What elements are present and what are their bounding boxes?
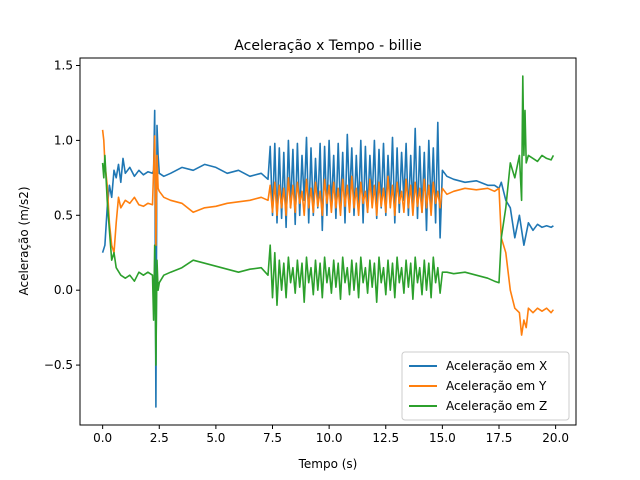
legend-label: Aceleração em Z: [446, 399, 547, 413]
x-axis-label: Tempo (s): [298, 457, 358, 471]
x-axis: 0.0 2.5 5.0 7.5 10.0 12.5 15.0 17.5 20.0: [93, 425, 569, 445]
y-tick-label: 1.0: [54, 133, 73, 147]
x-tick-label: 0.0: [93, 431, 112, 445]
y-tick-label: 1.5: [54, 58, 73, 72]
legend-label: Aceleração em X: [446, 359, 547, 373]
y-axis: −0.5 0.0 0.5 1.0 1.5: [44, 58, 80, 372]
x-tick-label: 12.5: [372, 431, 399, 445]
x-tick-label: 2.5: [150, 431, 169, 445]
plot-frame: [79, 57, 577, 426]
y-tick-label: 0.0: [54, 283, 73, 297]
legend: Aceleração em X Aceleração em Y Aceleração…: [401, 351, 570, 421]
y-axis-label: Aceleração (m/s2): [17, 186, 31, 295]
chart-title: Aceleração x Tempo - billie: [234, 38, 421, 54]
y-tick-label: 0.5: [54, 208, 73, 222]
legend-label: Aceleração em Y: [446, 379, 547, 393]
x-tick-label: 15.0: [429, 431, 456, 445]
x-tick-label: 10.0: [316, 431, 343, 445]
series-line-2: [101, 129, 555, 336]
legend-frame: [401, 351, 570, 421]
series-line-3: [101, 75, 555, 366]
plot-area: [79, 57, 577, 426]
y-tick-label: −0.5: [44, 358, 73, 372]
x-tick-label: 7.5: [263, 431, 282, 445]
x-tick-label: 17.5: [486, 431, 513, 445]
x-tick-label: 5.0: [206, 431, 225, 445]
x-tick-label: 20.0: [542, 431, 569, 445]
